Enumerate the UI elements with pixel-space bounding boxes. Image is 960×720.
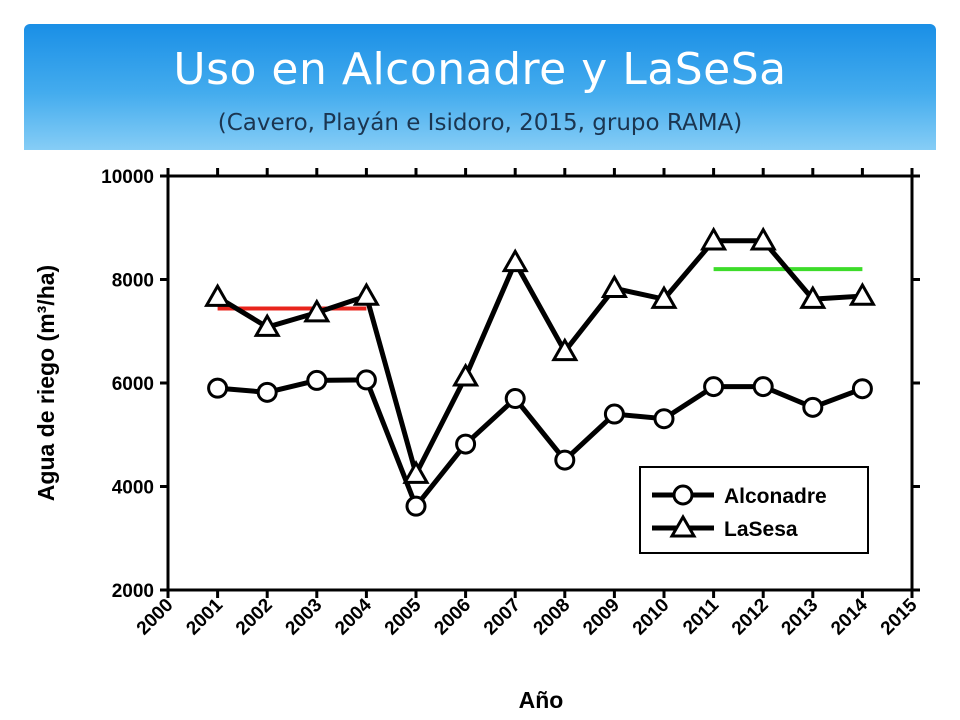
data-point-lasesa [700, 226, 728, 251]
data-point-lasesa [402, 460, 430, 484]
data-point-lasesa [452, 362, 480, 387]
y-axis-title: Agua de riego (m³/ha) [33, 265, 59, 501]
x-tick-label: 2002 [232, 595, 277, 640]
y-tick-label: 8000 [112, 271, 154, 292]
y-tick-label: 4000 [112, 478, 154, 499]
data-point-lasesa [551, 337, 579, 362]
data-point-lasesa [650, 285, 678, 309]
data-point-alconadre [703, 376, 725, 398]
x-tick-label: 2015 [877, 594, 922, 639]
x-tick-label: 2006 [430, 595, 475, 640]
x-tick-label: 2011 [679, 594, 723, 638]
slide-title: Uso en Alconadre y LaSeSa [173, 44, 787, 95]
data-point-alconadre [504, 388, 526, 410]
legend-marker-lasesa [669, 514, 697, 538]
y-tick-label: 6000 [112, 374, 154, 395]
data-point-alconadre [256, 381, 278, 403]
series-line-lasesa [216, 238, 863, 481]
data-point-lasesa [600, 274, 628, 299]
legend: Alconadre LaSesa [639, 466, 869, 554]
data-point-alconadre [355, 369, 377, 391]
x-tick-label: 2014 [827, 594, 872, 639]
data-point-lasesa [749, 226, 777, 251]
data-point-alconadre [405, 495, 427, 517]
data-point-lasesa [501, 248, 529, 273]
x-tick-label: 2008 [530, 595, 575, 640]
x-tick-label: 2010 [629, 595, 674, 640]
slide-subtitle: (Cavero, Playán e Isidoro, 2015, grupo R… [217, 110, 743, 136]
legend-box [639, 466, 869, 554]
data-point-alconadre [455, 433, 477, 455]
data-point-lasesa [848, 282, 876, 306]
data-point-alconadre [802, 396, 824, 418]
x-tick-label: 2007 [480, 595, 525, 640]
data-point-alconadre [851, 378, 873, 400]
y-tick-label: 2000 [112, 581, 154, 602]
x-tick-label: 2012 [728, 595, 773, 640]
x-tick-label: 2001 [182, 594, 227, 639]
data-point-alconadre [207, 377, 229, 399]
data-point-lasesa [303, 298, 331, 323]
data-point-alconadre [752, 376, 774, 398]
legend-label-alconadre: Alconadre [724, 485, 827, 508]
data-point-lasesa [352, 282, 380, 306]
title-banner: Uso en Alconadre y LaSeSa (Cavero, Playá… [24, 24, 936, 150]
data-point-alconadre [306, 369, 328, 391]
x-tick-label: 2013 [778, 595, 823, 640]
x-tick-label: 2004 [331, 594, 376, 639]
legend-label-lasesa: LaSesa [724, 518, 798, 541]
x-tick-label: 2003 [282, 595, 327, 640]
y-tick-label: 10000 [101, 167, 154, 188]
legend-marker-alconadre [672, 484, 694, 506]
x-tick-label: 2005 [381, 594, 426, 639]
data-point-alconadre [653, 408, 675, 430]
x-axis-title: Año [519, 687, 564, 713]
data-point-lasesa [253, 313, 281, 337]
data-point-lasesa [799, 285, 827, 309]
data-point-lasesa [204, 283, 232, 307]
data-point-alconadre [554, 449, 576, 471]
x-tick-label: 2009 [579, 595, 624, 640]
data-point-alconadre [603, 403, 625, 425]
